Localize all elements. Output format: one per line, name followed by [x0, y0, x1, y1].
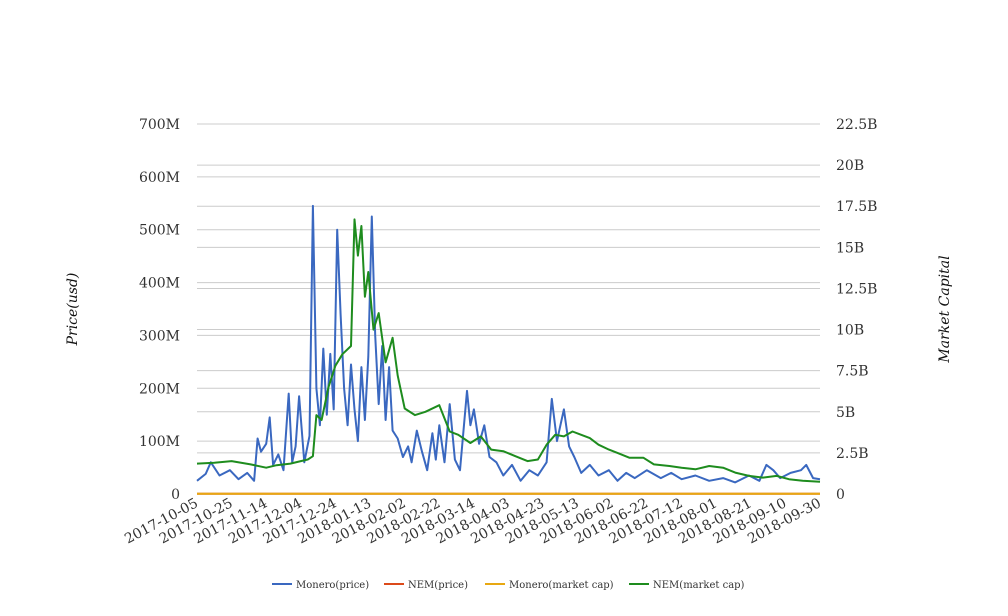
left-gridlines: [197, 123, 820, 495]
left-tick-label: 300M: [139, 328, 180, 344]
right-tick-label: 15B: [836, 240, 864, 256]
right-tick-label: 12.5B: [836, 281, 877, 297]
right-tick-label: 2.5B: [836, 446, 869, 462]
left-tick-label: 100M: [139, 434, 180, 450]
series-line-monero-price: [196, 204, 821, 484]
right-tick-label: 10B: [836, 323, 864, 339]
left-tick-label: 500M: [139, 223, 180, 239]
right-tick-label: 5B: [836, 405, 855, 421]
left-axis-ticks: 0 100M 200M 300M 400M 500M 600M 700M: [139, 117, 180, 503]
legend-label: Monero(price): [296, 580, 369, 591]
series-lines: [196, 204, 821, 495]
right-tick-label: 7.5B: [836, 364, 869, 380]
right-tick-label: 20B: [836, 158, 864, 174]
legend-label: Monero(market cap): [509, 580, 614, 591]
y-axis-title: Price(usd): [65, 273, 81, 347]
legend: Monero(price) NEM(price) Monero(market cap…: [272, 580, 745, 591]
right-axis-ticks: 0 2.5B 5B 7.5B 10B 12.5B 15B 17.5B 20B 22.5B: [836, 117, 877, 503]
right-tick-label: 17.5B: [836, 199, 877, 215]
x-axis-ticks: 2017-10-052017-10-252017-11-142017-12-04…: [122, 495, 824, 547]
left-tick-label: 600M: [139, 170, 180, 186]
legend-label: NEM(market cap): [653, 580, 745, 591]
legend-label: NEM(price): [408, 580, 468, 591]
left-tick-label: 700M: [139, 117, 180, 133]
y2-axis-title: Market Capital: [937, 255, 953, 363]
right-tick-label: 0: [836, 487, 845, 503]
left-tick-label: 400M: [139, 276, 180, 292]
left-tick-label: 0: [171, 487, 180, 503]
right-tick-label: 22.5B: [836, 117, 877, 133]
series-line-nem-market-cap: [196, 218, 821, 483]
left-tick-label: 200M: [139, 381, 180, 397]
